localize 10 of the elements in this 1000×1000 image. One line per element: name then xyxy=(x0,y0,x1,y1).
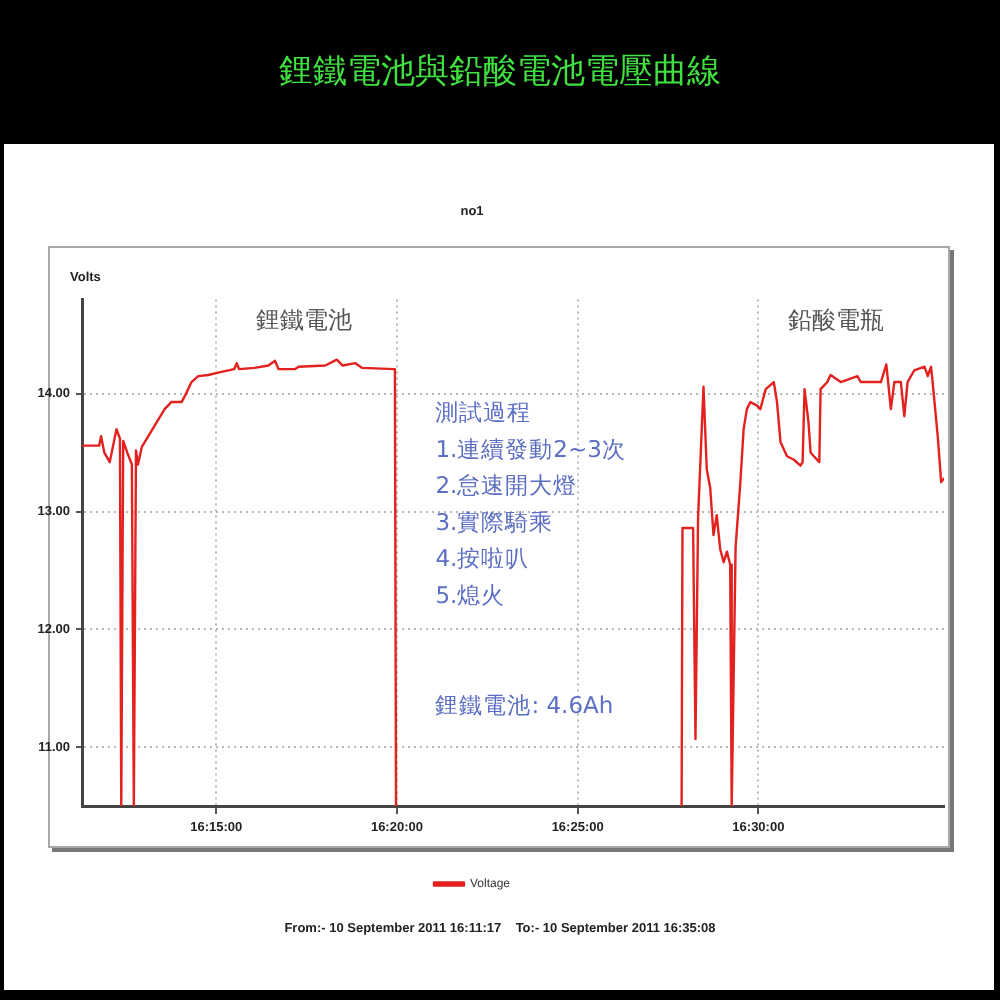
annotation: 測試過程 xyxy=(435,398,532,427)
chart-title: 鋰鐵電池與鉛酸電池電壓曲線 xyxy=(279,50,721,94)
annotation: 2.怠速開大燈 xyxy=(435,471,578,500)
annotation: 4.按啦叭 xyxy=(435,544,530,573)
annotation: 鉛酸電瓶 xyxy=(788,305,885,334)
annotation: 1.連續發動2~3次 xyxy=(435,434,626,463)
annotation: 5.熄火 xyxy=(435,581,506,610)
annotation: 3.實際騎乘 xyxy=(435,507,554,536)
annotation: 鋰鐵電池: 4.6Ah xyxy=(435,690,614,719)
annotation: 鋰鐵電池 xyxy=(256,305,353,334)
